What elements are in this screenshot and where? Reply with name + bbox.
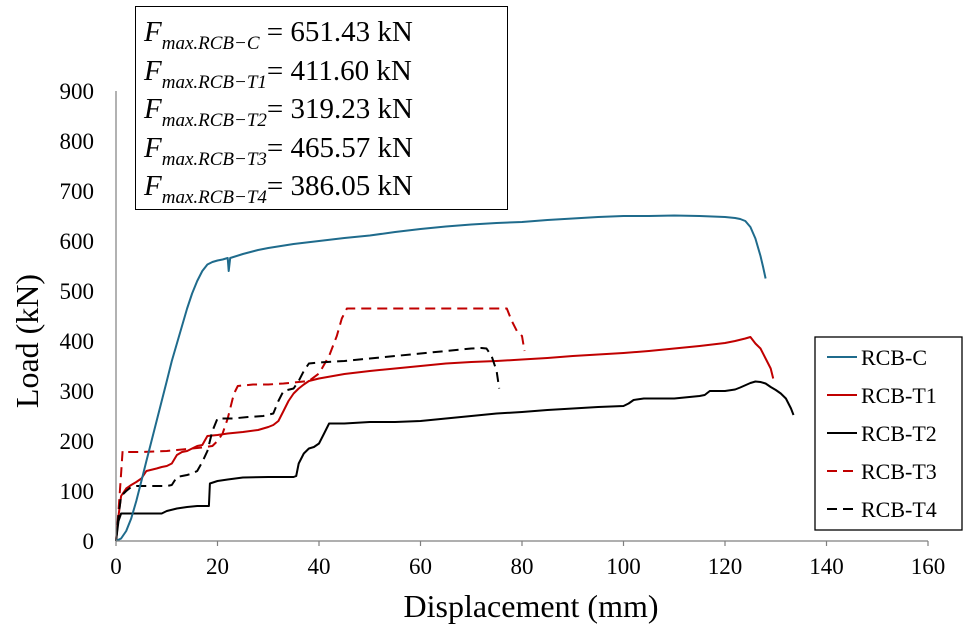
x-tick-label: 60 — [409, 554, 432, 579]
annotation-value: = 651.43 kN — [259, 16, 413, 48]
series-line-rcb-t1 — [115, 336, 775, 542]
x-tick-label: 40 — [308, 554, 331, 579]
annotation-symbol: F — [144, 131, 162, 164]
legend-label: RCB-T1 — [861, 383, 937, 408]
y-axis-title: Load (kN) — [9, 274, 45, 408]
annotation-subscript: max.RCB−T1 — [161, 71, 267, 93]
annotation-subscript: max.RCB−C — [161, 33, 260, 54]
y-tick-label: 200 — [60, 429, 95, 454]
legend-label: RCB-T3 — [861, 459, 937, 484]
plot-area — [115, 214, 795, 542]
x-tick-label: 80 — [511, 554, 534, 579]
x-tick-label: 140 — [809, 554, 844, 579]
annotation-value: = 411.60 kN — [266, 54, 412, 87]
annotation-line: Fmax.RCB−T2= 319.23 kN — [144, 90, 413, 131]
legend-label: RCB-C — [861, 345, 927, 370]
annotation-subscript: max.RCB−T2 — [161, 110, 267, 131]
y-tick-label: 800 — [60, 129, 95, 154]
x-axis-title: Displacement (mm) — [403, 588, 658, 624]
annotation-symbol: F — [144, 170, 162, 202]
annotation-line: Fmax.RCB−T1= 411.60 kN — [144, 52, 412, 93]
x-tick-label: 0 — [110, 554, 122, 579]
annotation-symbol: F — [144, 16, 162, 48]
y-tick-label: 300 — [60, 379, 95, 404]
series-line-rcb-t3 — [115, 307, 526, 542]
series-line-rcb-c — [115, 214, 767, 542]
series-line-rcb-t2 — [115, 380, 795, 542]
annotation-line: Fmax.RCB−T4= 386.05 kN — [144, 167, 413, 208]
annotation-value: = 386.05 kN — [266, 170, 413, 202]
y-tick-label: 900 — [60, 79, 95, 104]
legend-label: RCB-T4 — [861, 497, 937, 522]
x-tick-label: 120 — [708, 554, 743, 579]
legend-label: RCB-T2 — [861, 421, 937, 446]
legend: RCB-C RCB-T1 RCB-T2 RCB-T3 RCB-T4 — [814, 336, 963, 531]
y-tick-label: 700 — [60, 179, 95, 204]
annotation-symbol: F — [144, 54, 162, 87]
annotation-subscript: max.RCB−T4 — [161, 187, 267, 208]
annotation-subscript: max.RCB−T3 — [161, 148, 267, 170]
x-tick-label: 160 — [911, 554, 946, 579]
y-ticks: 0 100 200 300 400 500 600 700 800 900 — [60, 79, 95, 554]
y-tick-label: 0 — [83, 529, 95, 554]
annotation-line: Fmax.RCB−C = 651.43 kN — [144, 13, 413, 54]
x-tick-label: 20 — [206, 554, 229, 579]
x-ticks: 0 20 40 60 80 100 120 140 160 — [110, 541, 945, 579]
annotation-line: Fmax.RCB−T3= 465.57 kN — [144, 129, 413, 170]
y-tick-label: 500 — [60, 279, 95, 304]
annotation-value: = 465.57 kN — [266, 131, 413, 164]
y-tick-label: 100 — [60, 479, 95, 504]
x-tick-label: 100 — [606, 554, 641, 579]
y-tick-label: 600 — [60, 229, 95, 254]
y-tick-label: 400 — [60, 329, 95, 354]
annotation-value: = 319.23 kN — [266, 93, 413, 125]
annotation-symbol: F — [144, 93, 162, 125]
annotation-box: Fmax.RCB−C = 651.43 kN Fmax.RCB−T1= 411.6… — [135, 6, 508, 210]
series-line-rcb-t4 — [115, 347, 501, 542]
